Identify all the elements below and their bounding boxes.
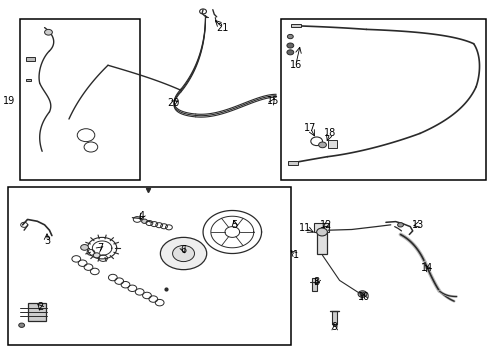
Circle shape bbox=[286, 50, 293, 55]
Circle shape bbox=[286, 43, 293, 48]
Text: 1: 1 bbox=[292, 250, 298, 260]
Circle shape bbox=[19, 323, 24, 327]
Text: 8: 8 bbox=[313, 277, 319, 287]
Text: 11: 11 bbox=[299, 224, 311, 233]
Circle shape bbox=[81, 244, 88, 250]
Text: 17: 17 bbox=[304, 123, 316, 133]
Text: 20: 20 bbox=[167, 98, 180, 108]
Text: 13: 13 bbox=[410, 220, 423, 230]
Bar bbox=[316, 232, 327, 253]
Circle shape bbox=[359, 292, 364, 296]
Text: 2: 2 bbox=[38, 302, 44, 312]
Text: 18: 18 bbox=[323, 129, 335, 138]
Bar bbox=[331, 311, 336, 324]
Text: 4: 4 bbox=[139, 211, 145, 221]
Bar bbox=[27, 303, 46, 320]
Text: 7: 7 bbox=[97, 243, 103, 253]
Bar bbox=[314, 223, 328, 232]
Text: 6: 6 bbox=[180, 245, 186, 255]
Text: 12: 12 bbox=[320, 220, 332, 230]
Text: 16: 16 bbox=[289, 60, 301, 70]
Ellipse shape bbox=[160, 237, 206, 270]
Bar bbox=[328, 140, 336, 148]
Circle shape bbox=[397, 223, 403, 227]
Bar bbox=[288, 161, 298, 165]
Bar bbox=[26, 78, 31, 81]
Bar bbox=[290, 24, 300, 27]
Text: 15: 15 bbox=[266, 96, 278, 106]
Text: 10: 10 bbox=[357, 292, 369, 302]
Circle shape bbox=[316, 228, 327, 236]
Text: 14: 14 bbox=[420, 263, 432, 273]
Text: 3: 3 bbox=[44, 236, 50, 246]
Text: 5: 5 bbox=[231, 220, 237, 230]
Bar bbox=[311, 278, 316, 291]
Ellipse shape bbox=[172, 246, 194, 262]
Text: 9: 9 bbox=[331, 322, 337, 332]
Circle shape bbox=[318, 142, 326, 148]
Bar bbox=[8, 187, 290, 345]
Bar bbox=[20, 19, 140, 180]
Circle shape bbox=[357, 291, 366, 297]
Circle shape bbox=[93, 253, 100, 258]
Bar bbox=[281, 19, 485, 180]
Circle shape bbox=[142, 219, 147, 224]
Bar bbox=[26, 57, 35, 61]
Text: 21: 21 bbox=[216, 23, 228, 33]
Circle shape bbox=[287, 35, 293, 39]
Text: 19: 19 bbox=[3, 96, 16, 106]
Circle shape bbox=[44, 30, 52, 35]
